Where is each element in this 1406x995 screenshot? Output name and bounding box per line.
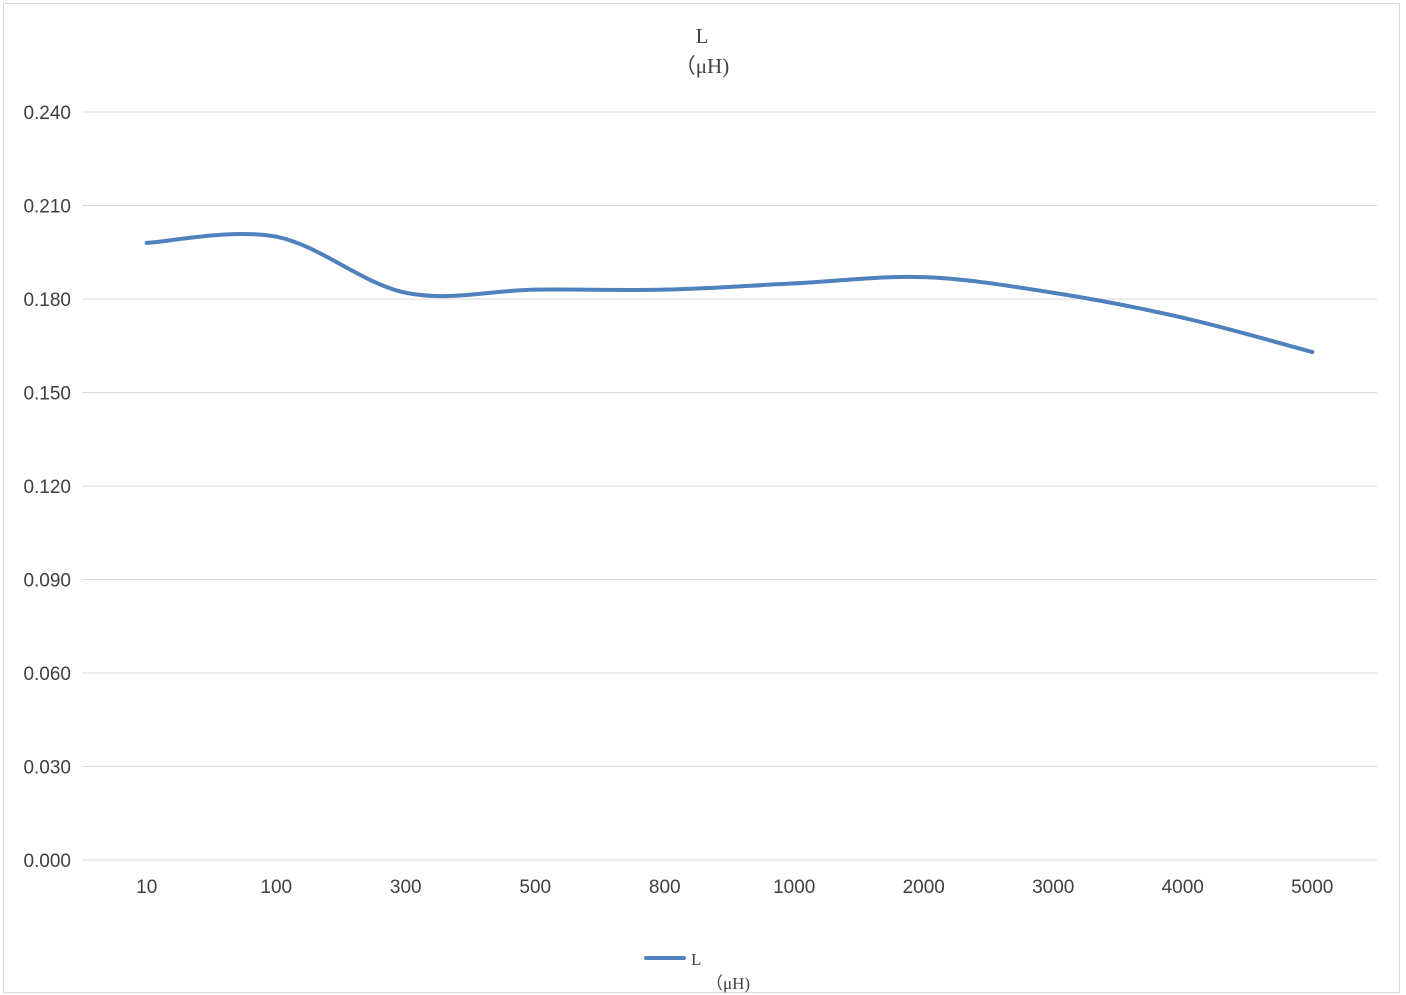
data-point <box>792 281 797 286</box>
y-tick-label: 0.060 <box>23 664 71 685</box>
gridlines <box>82 111 1377 861</box>
chart-title-line2: （μH) <box>675 54 729 78</box>
data-point <box>144 240 149 245</box>
x-tick-label: 500 <box>519 877 551 898</box>
data-point <box>274 234 279 239</box>
legend-label-line2: （μH) <box>706 974 750 993</box>
data-point <box>533 287 538 292</box>
legend: L （μH) <box>644 950 750 993</box>
y-tick-label: 0.030 <box>23 758 71 779</box>
x-tick-label: 10 <box>136 877 157 898</box>
x-axis-ticks: 10 100 300 500 800 1000 2000 3000 4000 5000 <box>136 877 1333 898</box>
data-point <box>662 287 667 292</box>
x-tick-label: 300 <box>390 877 422 898</box>
y-tick-label: 0.210 <box>23 197 71 218</box>
series-line <box>144 231 1315 354</box>
x-tick-label: 2000 <box>903 877 945 898</box>
legend-label-line1: L <box>691 950 701 969</box>
y-tick-label: 0.000 <box>23 851 71 872</box>
y-tick-label: 0.180 <box>23 290 71 311</box>
chart-frame <box>3 3 1400 993</box>
chart-title-line1: L <box>696 24 709 48</box>
x-tick-label: 800 <box>649 877 681 898</box>
series-layer <box>144 231 1315 354</box>
x-tick-label: 4000 <box>1162 877 1204 898</box>
y-tick-label: 0.150 <box>23 384 71 405</box>
data-point <box>1180 315 1185 320</box>
x-tick-label: 1000 <box>773 877 815 898</box>
y-tick-label: 0.120 <box>23 477 71 498</box>
x-tick-label: 5000 <box>1291 877 1333 898</box>
data-point <box>403 290 408 295</box>
x-tick-label: 100 <box>260 877 292 898</box>
data-point <box>1051 290 1056 295</box>
data-point <box>921 275 926 280</box>
y-tick-label: 0.090 <box>23 571 71 592</box>
y-tick-label: 0.240 <box>23 103 71 124</box>
data-point <box>1310 349 1315 354</box>
y-axis-ticks: 0.000 0.030 0.060 0.090 0.120 0.150 0.180 0.210… <box>23 103 71 872</box>
x-tick-label: 3000 <box>1032 877 1074 898</box>
